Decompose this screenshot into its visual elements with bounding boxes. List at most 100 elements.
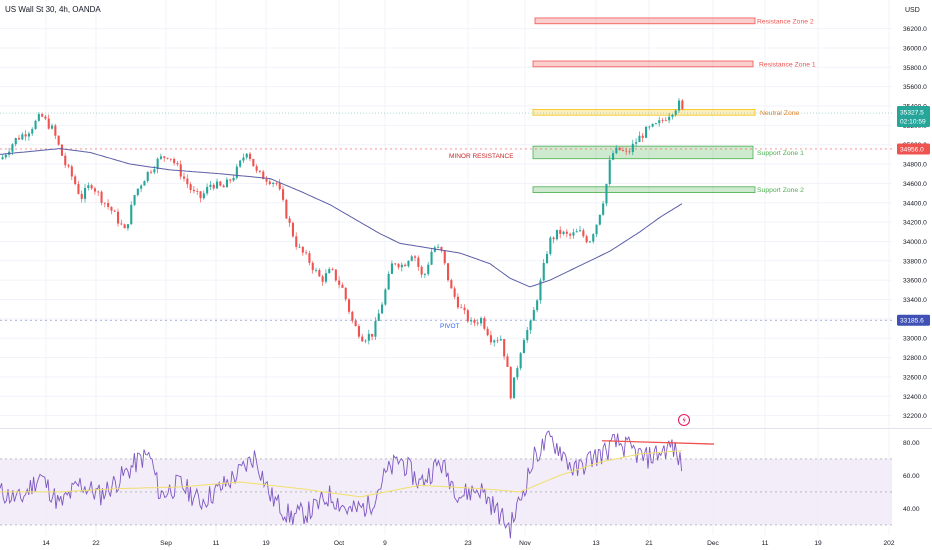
candle-body [443, 250, 446, 264]
candle-body [381, 304, 384, 314]
candle-body [562, 231, 565, 234]
price-tick-label: 34400.0 [903, 200, 927, 207]
alert-clock-icon[interactable] [677, 413, 691, 427]
time-tick-label: 14 [42, 540, 50, 547]
candle-body [107, 203, 110, 207]
candle-body [539, 280, 542, 301]
candle-body [47, 118, 50, 129]
candle-body [219, 181, 222, 186]
candle-body [625, 150, 628, 152]
candle-body [664, 120, 667, 122]
candle-body [420, 266, 423, 275]
pivot-annotation: PIVOT [440, 323, 460, 330]
candle-body [136, 188, 139, 196]
candle-body [519, 353, 522, 369]
candle-body [496, 340, 499, 342]
candle-body [427, 264, 430, 275]
time-tick-label: Dec [707, 540, 719, 547]
candle-body [93, 188, 96, 192]
price-tick-label: 36200.0 [903, 26, 927, 33]
time-tick-label: 22 [92, 540, 100, 547]
candle-body [311, 262, 314, 271]
candle-body [143, 181, 146, 186]
candle-body [196, 191, 199, 192]
candle-body [222, 185, 225, 188]
candle-body [278, 183, 281, 190]
candle-body [258, 170, 261, 172]
candle-body [618, 147, 621, 151]
candle-body [400, 264, 403, 268]
level-zone-label: Resistance Zone 2 [757, 18, 814, 25]
time-tick-label: 202 [883, 540, 894, 547]
candle-body [681, 100, 684, 109]
candle-body [555, 229, 558, 240]
candle-body [67, 165, 70, 167]
candle-body [592, 234, 595, 242]
candle-body [84, 188, 87, 199]
candle-body [176, 163, 179, 165]
rsi-ma-line [0, 450, 683, 498]
last-price-value: 35327.5 [900, 110, 924, 117]
candle-body [186, 178, 189, 185]
candle-body [483, 318, 486, 329]
candle-body [645, 126, 648, 138]
price-tick-label: 32400.0 [903, 394, 927, 401]
candle-body [235, 166, 238, 178]
pivot-badge [897, 314, 930, 326]
candle-body [120, 223, 123, 225]
candle-body [546, 253, 549, 264]
candle-body [648, 126, 651, 128]
price-tick-label: 34000.0 [903, 239, 927, 246]
rsi-axis[interactable]: 40.00 60.00 80.00 [903, 440, 920, 513]
candle-body [268, 181, 271, 185]
candle-body [509, 366, 512, 399]
price-tick-label: 34600.0 [903, 181, 927, 188]
candle-body [394, 263, 397, 265]
candle-body [447, 263, 450, 281]
price-tick-label: 33600.0 [903, 278, 927, 285]
candle-body [565, 231, 568, 234]
candle-body [423, 274, 426, 275]
horizontal-lines [0, 112, 892, 321]
candle-body [532, 310, 535, 321]
candle-body [110, 206, 113, 211]
price-badges: 35327.5 02:10:59 34956.0 33185.6 [897, 106, 930, 326]
candle-body [285, 199, 288, 219]
minor-resistance-value: 34956.0 [900, 146, 924, 153]
candle-body [90, 185, 93, 189]
rsi-lines [0, 430, 715, 539]
candle-body [54, 125, 57, 136]
level-zone-label: Neutral Zone [760, 110, 800, 117]
candle-body [367, 333, 370, 341]
candle-body [166, 157, 169, 159]
candle-body [460, 307, 463, 309]
time-tick-label: Oct [334, 540, 344, 547]
candle-body [1, 157, 4, 160]
candle-body [249, 153, 252, 159]
candle-body [275, 182, 278, 184]
candle-body [364, 340, 367, 342]
candle-body [133, 195, 136, 205]
candle-body [301, 246, 304, 253]
candle-body [18, 138, 21, 140]
price-tick-label: 33400.0 [903, 297, 927, 304]
candle-body [608, 159, 611, 184]
candle-body [255, 166, 258, 171]
candle-body [318, 269, 321, 277]
candle-body [173, 158, 176, 164]
price-tick-label: 34800.0 [903, 162, 927, 169]
candle-body [486, 328, 489, 336]
candle-body [156, 158, 159, 170]
time-axis[interactable]: 14 22 Sep 11 19 Oct 9 23 Nov 13 21 Dec 11 19 202 [42, 540, 894, 547]
candle-body [140, 185, 143, 189]
candle-body [579, 230, 582, 232]
rsi-tick-label: 60.00 [903, 473, 920, 480]
candle-body [463, 307, 466, 311]
candle-body [117, 211, 120, 224]
candle-body [150, 171, 153, 173]
candle-body [288, 218, 291, 223]
candle-body [100, 191, 103, 203]
price-tick-label: 34200.0 [903, 220, 927, 227]
candle-body [575, 231, 578, 233]
price-axis[interactable]: 32200.032400.032600.032800.033000.033200… [903, 26, 927, 420]
